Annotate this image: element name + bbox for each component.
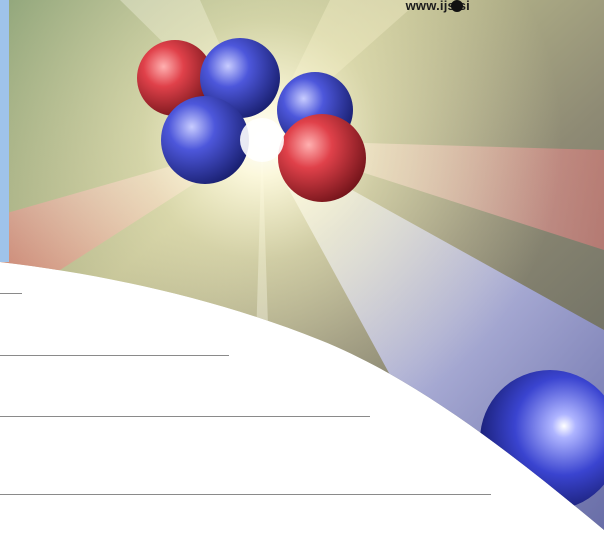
bullet-dot-icon <box>451 0 463 12</box>
form-line-1 <box>0 293 22 294</box>
form-line-3 <box>0 416 370 417</box>
form-line-4 <box>0 494 491 495</box>
form-line-2 <box>0 355 229 356</box>
left-accent-bar <box>0 0 9 262</box>
